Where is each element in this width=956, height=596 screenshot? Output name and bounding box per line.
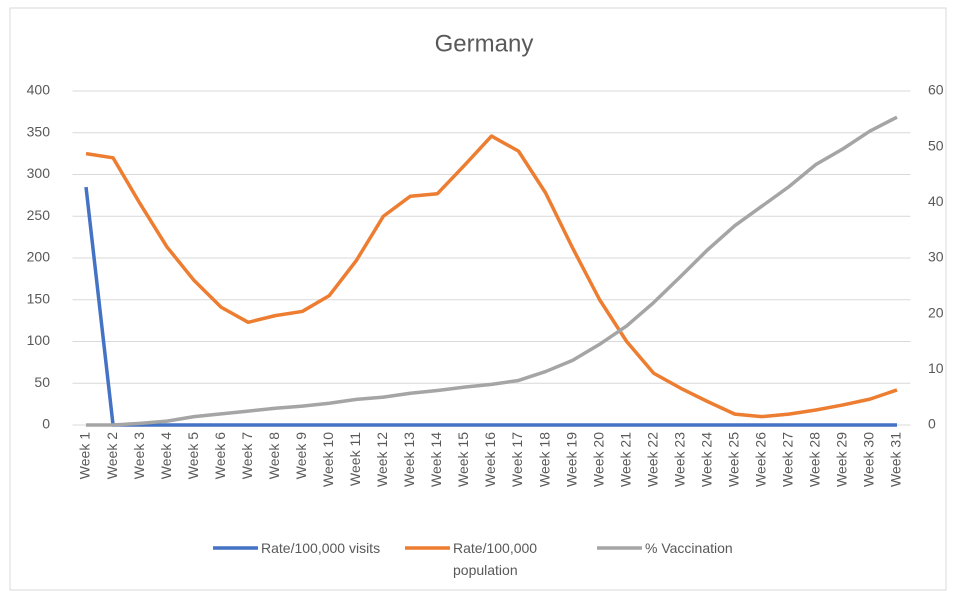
x-tick-label: Week 22 — [644, 432, 660, 487]
y2-tick-label: 60 — [928, 82, 944, 98]
x-tick-label: Week 3 — [131, 432, 147, 479]
x-tick-label: Week 7 — [239, 432, 255, 479]
series-line — [84, 186, 897, 427]
x-tick-label: Week 25 — [725, 432, 741, 487]
y-tick-label: 50 — [34, 374, 50, 390]
y-tick-label: 0 — [42, 416, 50, 432]
legend-label: Rate/100,000 population — [453, 540, 538, 578]
series-line — [85, 134, 898, 419]
y-tick-label: 200 — [27, 249, 51, 265]
x-tick-label: Week 8 — [266, 432, 282, 479]
x-tick-label: Week 10 — [320, 432, 336, 487]
y-tick-label: 400 — [27, 82, 51, 98]
y2-tick-label: 20 — [928, 304, 944, 320]
x-tick-label: Week 15 — [455, 432, 471, 487]
y2-tick-label: 10 — [928, 360, 944, 376]
legend-label: % Vaccination — [645, 540, 733, 556]
x-tick-label: Week 19 — [563, 432, 579, 487]
y-tick-label: 100 — [27, 332, 51, 348]
x-tick-label: Week 18 — [536, 432, 552, 487]
x-tick-label: Week 20 — [590, 432, 606, 487]
x-tick-label: Week 11 — [347, 432, 363, 486]
x-tick-label: Week 26 — [753, 432, 769, 487]
x-tick-label: Week 4 — [158, 432, 174, 479]
x-tick-label: Week 14 — [428, 432, 444, 487]
x-tick-label: Week 30 — [861, 432, 877, 487]
series-line — [86, 115, 898, 427]
x-tick-label: Week 16 — [482, 432, 498, 487]
x-tick-label: Week 27 — [780, 432, 796, 487]
x-tick-label: Week 28 — [807, 432, 823, 487]
x-tick-label: Week 13 — [401, 432, 417, 487]
x-tick-label: Week 5 — [185, 432, 201, 479]
y-tick-label: 300 — [27, 165, 51, 181]
x-tick-label: Week 31 — [888, 432, 904, 487]
x-tick-label: Week 17 — [509, 432, 525, 487]
y2-tick-label: 0 — [928, 416, 936, 432]
y-tick-label: 350 — [27, 123, 51, 139]
x-tick-label: Week 29 — [834, 432, 850, 487]
x-tick-label: Week 2 — [104, 432, 120, 479]
x-tick-label: Week 9 — [293, 432, 309, 479]
y2-tick-label: 50 — [928, 137, 944, 153]
x-tick-label: Week 12 — [374, 432, 390, 487]
x-tick-label: Week 24 — [698, 432, 714, 487]
x-tick-label: Week 21 — [617, 432, 633, 487]
y-tick-label: 150 — [27, 290, 51, 306]
legend-label: Rate/100,000 visits — [261, 540, 381, 556]
x-tick-label: Week 6 — [212, 432, 228, 479]
y2-tick-label: 30 — [928, 249, 944, 265]
y-tick-label: 250 — [27, 207, 51, 223]
chart-title: Germany — [435, 30, 534, 57]
x-tick-label: Week 1 — [77, 432, 93, 479]
y2-tick-label: 40 — [928, 193, 944, 209]
x-tick-label: Week 23 — [671, 432, 687, 487]
chart-border — [9, 7, 947, 591]
